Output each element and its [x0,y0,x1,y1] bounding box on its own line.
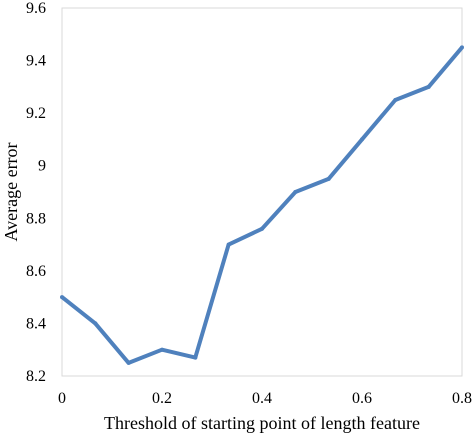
y-axis-ticks: 8.2 8.4 8.6 8.8 9 9.2 9.4 9.6 [26,0,46,385]
data-point [126,360,131,365]
x-axis-ticks: 0 0.2 0.4 0.6 0.8 [58,390,472,407]
y-tick-label: 9.2 [26,105,46,122]
data-point [426,84,431,89]
data-point [360,137,364,142]
series-group [60,45,464,365]
x-tick-label: 0.4 [252,390,272,407]
y-tick-label: 9.4 [26,53,46,70]
y-tick-label: 8.2 [26,368,46,385]
data-point [460,45,464,50]
data-point [193,355,198,360]
data-point [326,176,331,181]
x-tick-label: 0.2 [152,390,172,407]
data-point [393,98,398,102]
data-point [293,190,298,194]
y-axis-title: Average error [1,142,21,241]
y-tick-label: 9.6 [26,0,46,17]
y-tick-label: 8.4 [26,315,46,332]
plot-area-border [61,7,463,377]
series-line [60,46,464,365]
x-tick-label: 0 [58,390,66,407]
y-tick-label: 9 [38,158,46,175]
data-point [226,242,231,247]
x-tick-label: 0.8 [452,390,472,407]
x-axis-title: Threshold of starting point of length fe… [104,413,420,433]
data-point [260,226,264,231]
y-tick-label: 8.8 [26,210,46,227]
x-tick-label: 0.6 [352,390,372,407]
data-point [93,321,98,326]
data-point [60,295,64,300]
data-point [160,347,164,352]
y-tick-label: 8.6 [26,263,46,280]
